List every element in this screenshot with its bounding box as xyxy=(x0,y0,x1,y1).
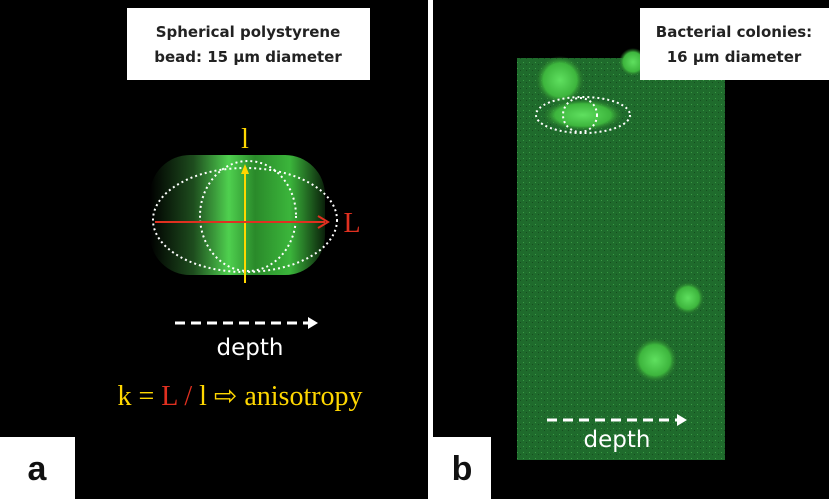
formula-arrow: ⇨ xyxy=(214,381,237,412)
formula-L: L xyxy=(161,381,177,412)
title-b-line1: Bacterial colonies: xyxy=(656,23,812,41)
panel-label-b: b xyxy=(452,450,473,488)
title-a-line2: bead: 15 µm diameter xyxy=(154,48,342,66)
formula-slash: / xyxy=(184,381,192,412)
colony xyxy=(543,99,623,131)
title-a-line1: Spherical polystyrene xyxy=(156,23,341,41)
title-box-b xyxy=(640,8,829,80)
formula-text: anisotropy xyxy=(244,381,362,412)
formula-l: l xyxy=(199,381,207,412)
title-b-line2: 16 µm diameter xyxy=(667,48,802,66)
formula-k: k = xyxy=(117,381,154,412)
panel-label-a: a xyxy=(28,450,48,488)
bead-image xyxy=(150,155,325,275)
title-box-a xyxy=(127,8,370,80)
colony xyxy=(633,338,677,382)
formula: k = L / l ⇨ anisotropy xyxy=(117,381,362,412)
page: l L depth k = L / l ⇨ anisotropy Spheric… xyxy=(0,0,829,499)
long-axis-label: L xyxy=(343,208,360,239)
colony xyxy=(536,56,584,104)
depth-label: depth xyxy=(217,335,284,361)
depth-label: depth xyxy=(584,427,651,453)
short-axis-label: l xyxy=(241,124,249,155)
figure: l L depth k = L / l ⇨ anisotropy Spheric… xyxy=(0,0,829,499)
colony xyxy=(672,282,704,314)
